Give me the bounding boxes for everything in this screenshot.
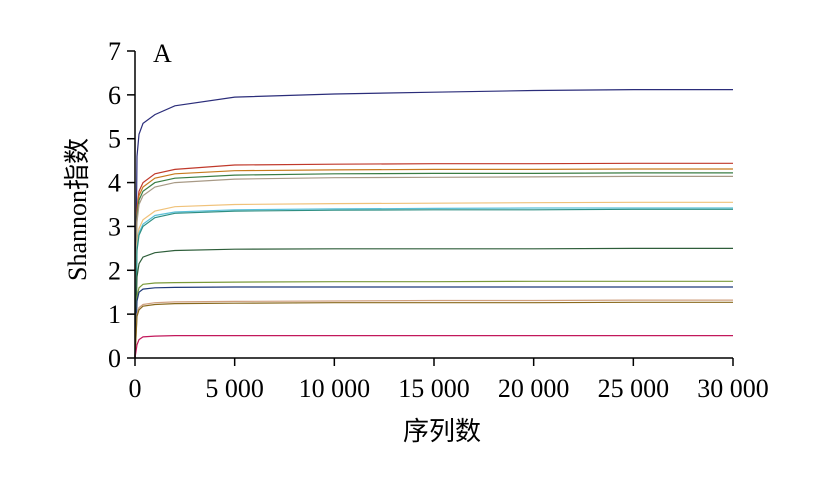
x-tick-label: 5 000 [205, 374, 264, 403]
y-tick-label: 6 [108, 81, 121, 110]
x-tick-label: 15 000 [398, 374, 470, 403]
series-line-9 [134, 247, 733, 359]
series-line-11 [134, 286, 733, 359]
x-tick-label: 20 000 [498, 374, 570, 403]
series-line-4 [134, 172, 733, 359]
y-tick-label: 2 [108, 256, 121, 285]
y-tick-label: 7 [108, 37, 121, 66]
x-tick-label: 10 000 [299, 374, 371, 403]
series-line-5 [134, 175, 733, 359]
series-line-6 [134, 201, 733, 359]
series-line-3 [134, 168, 733, 359]
y-tick-label: 3 [108, 212, 121, 241]
series-line-12 [134, 299, 733, 359]
x-tick-label: 25 000 [598, 374, 670, 403]
y-tick-label: 1 [108, 300, 121, 329]
series-line-2 [134, 162, 733, 359]
y-tick-label: 4 [108, 169, 121, 198]
y-axis-title: Shannon指数 [63, 138, 92, 281]
series-layer [134, 88, 733, 359]
axes-layer: 0 1 2 3 4 5 6 7 0 5 000 10 000 15 000 20 000 25 000 30… [108, 37, 769, 403]
series-line-10 [134, 280, 733, 359]
panel-label: A [153, 39, 172, 68]
series-line-14 [134, 335, 733, 359]
x-tick-label: 0 [129, 374, 142, 403]
y-tick-label: 0 [108, 344, 121, 373]
series-line-8 [134, 208, 733, 359]
x-tick-label: 30 000 [697, 374, 769, 403]
series-line-13 [134, 301, 733, 359]
series-line-1 [134, 88, 733, 359]
x-axis-title: 序列数 [403, 417, 481, 446]
y-tick-label: 5 [108, 125, 121, 154]
